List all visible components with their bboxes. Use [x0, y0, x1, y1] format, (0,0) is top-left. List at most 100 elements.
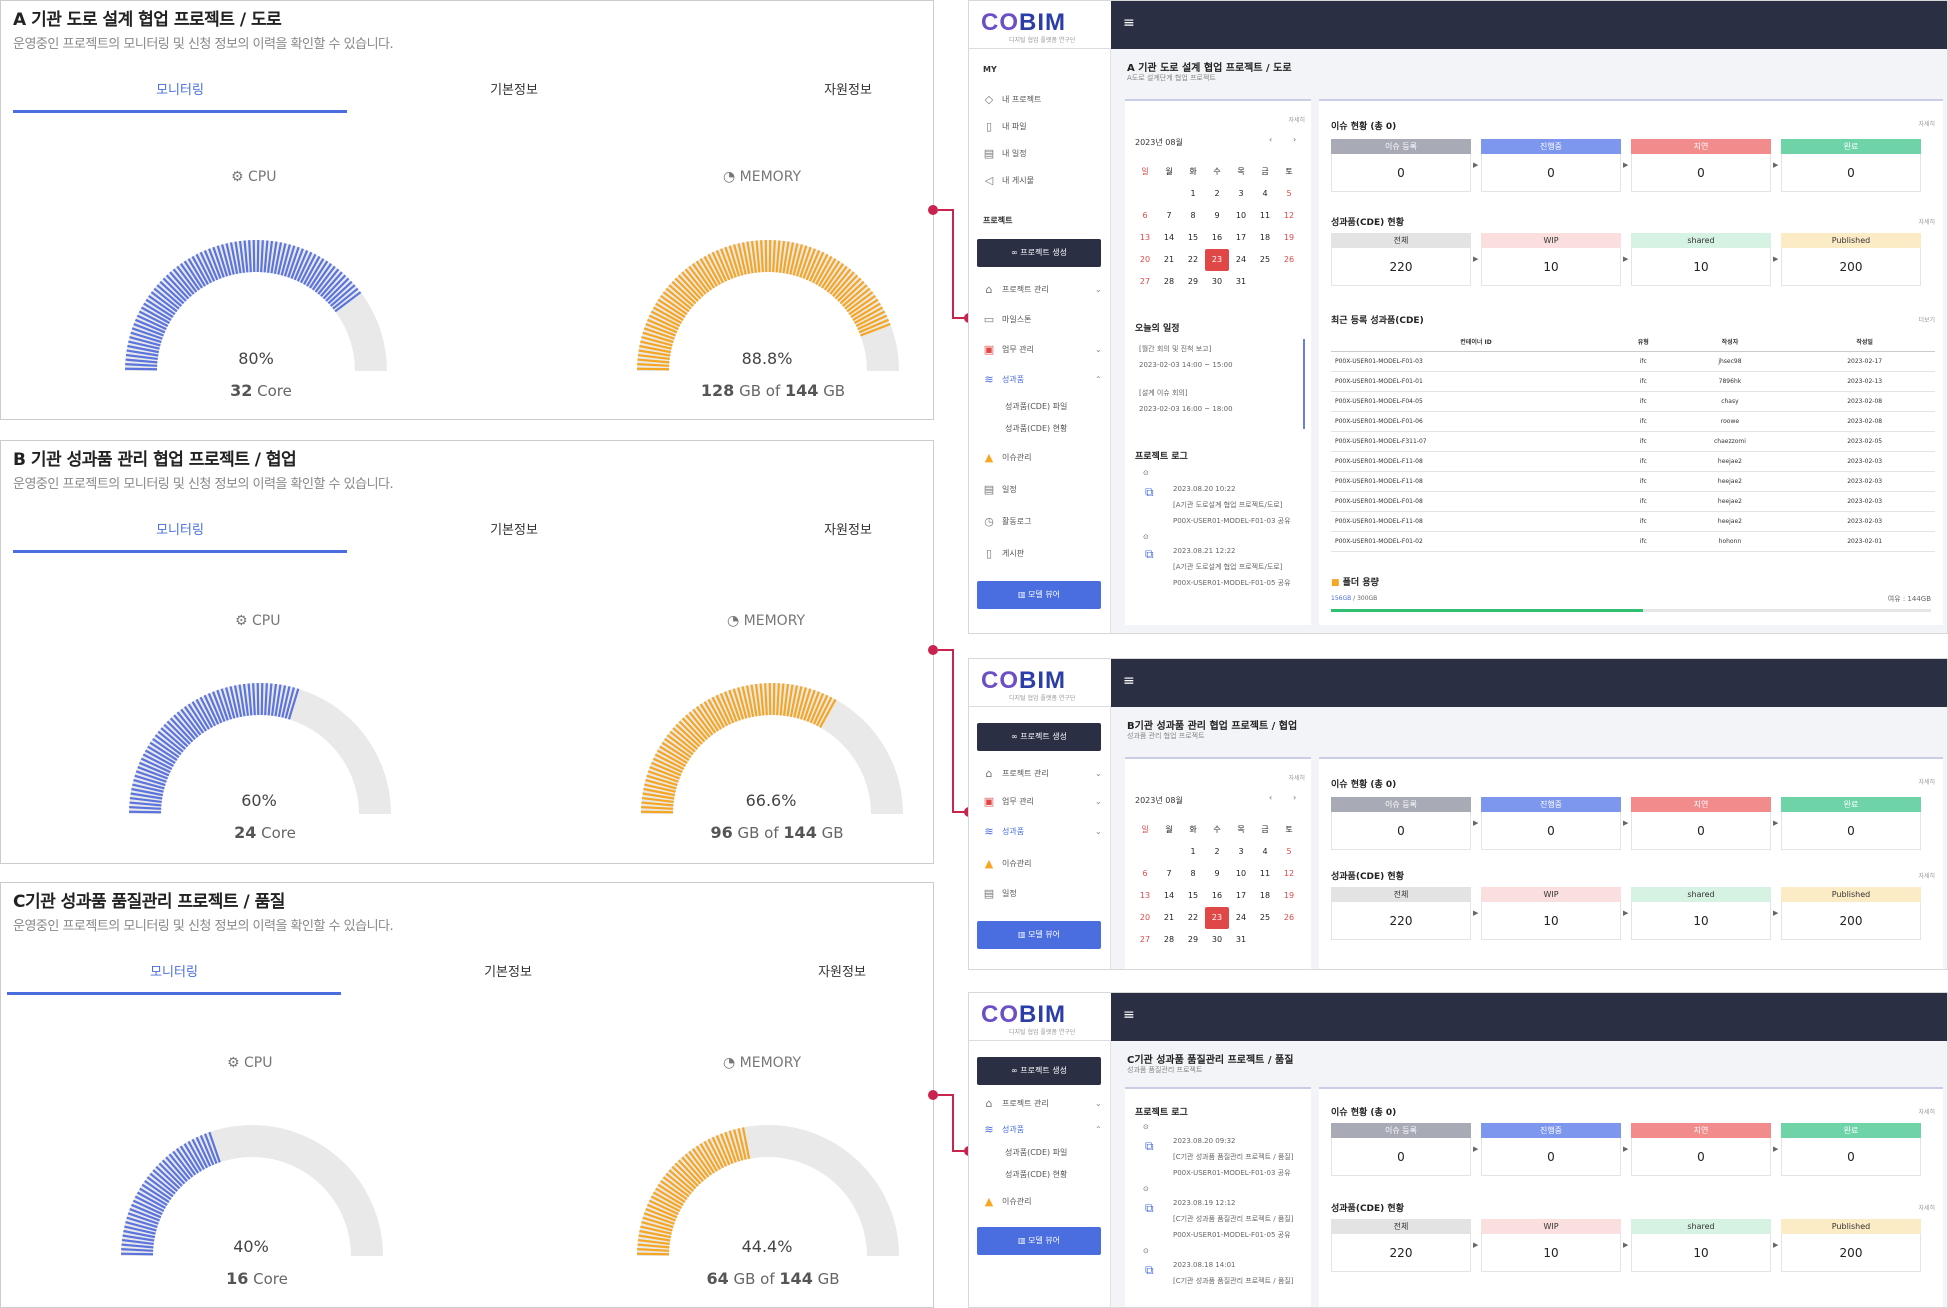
collapse-icon[interactable]: ⊙: [1143, 1123, 1149, 1131]
more-link[interactable]: 자세히: [1918, 873, 1935, 880]
sidebar-item-issues[interactable]: ▲ 이슈관리: [984, 857, 1032, 870]
more-link[interactable]: 자세히: [1918, 779, 1935, 786]
calendar-day[interactable]: 24: [1235, 913, 1247, 922]
menu-icon[interactable]: ≡: [1123, 1007, 1135, 1023]
issue-stat[interactable]: 이슈 등록 0: [1331, 139, 1471, 192]
create-project-button[interactable]: ∞ 프로젝트 생성: [977, 239, 1101, 267]
sidebar-item-task-manage[interactable]: ▣ 업무 관리 ⌄: [983, 795, 1102, 808]
sidebar-item-issues[interactable]: ▲ 이슈관리: [984, 1195, 1032, 1208]
calendar-day[interactable]: 4: [1262, 847, 1268, 856]
calendar-day[interactable]: 12: [1283, 869, 1295, 878]
issue-stat[interactable]: 이슈 등록 0: [1331, 1123, 1471, 1176]
cde-stat[interactable]: 전체 220: [1331, 887, 1471, 940]
calendar-day[interactable]: 23: [1205, 249, 1229, 271]
table-row[interactable]: P00X-USER01-MODEL-F01-02 ifc hohonn 2023-02…: [1331, 531, 1935, 552]
calendar-day[interactable]: 26: [1283, 913, 1295, 922]
menu-icon[interactable]: ≡: [1123, 15, 1135, 31]
calendar-day[interactable]: 21: [1163, 913, 1175, 922]
logo[interactable]: COBIM: [981, 667, 1066, 694]
table-row[interactable]: P00X-USER01-MODEL-F11-08 ifc heejae2 2023-0…: [1331, 451, 1935, 472]
calendar-day[interactable]: 28: [1163, 935, 1175, 944]
calendar-day[interactable]: 27: [1139, 935, 1151, 944]
calendar-day[interactable]: 22: [1187, 255, 1199, 264]
calendar-day[interactable]: 19: [1283, 233, 1295, 242]
calendar-day[interactable]: 7: [1166, 869, 1172, 878]
cde-stat[interactable]: shared 10: [1631, 1219, 1771, 1272]
calendar-day[interactable]: 1: [1190, 189, 1196, 198]
issue-stat[interactable]: 진행중 0: [1481, 797, 1621, 850]
cde-stat[interactable]: 전체 220: [1331, 1219, 1471, 1272]
calendar-day[interactable]: 14: [1163, 891, 1175, 900]
cde-stat[interactable]: shared 10: [1631, 887, 1771, 940]
prev-month-icon[interactable]: ‹: [1269, 793, 1273, 802]
calendar-day[interactable]: 26: [1283, 255, 1295, 264]
tab-monitoring[interactable]: 모니터링: [13, 81, 347, 113]
sidebar-item-issues[interactable]: ▲ 이슈관리: [984, 451, 1032, 464]
log-file[interactable]: P00X-USER01-MODEL-F01-05 공유: [1173, 1231, 1291, 1239]
cde-stat[interactable]: Published 200: [1781, 1219, 1921, 1272]
calendar-day[interactable]: 28: [1163, 277, 1175, 286]
calendar-days[interactable]: 1 2 3 4 5 6 7 8 9 10 11 12 13 14 15 16 17 18 19 20 21 22 23 24 2…: [1133, 183, 1301, 293]
calendar-day[interactable]: 25: [1259, 913, 1271, 922]
calendar-day[interactable]: 14: [1163, 233, 1175, 242]
tab-resource-info[interactable]: 자원정보: [818, 965, 866, 980]
sidebar-item-deliverables[interactable]: ≋ 성과품 ⌃: [984, 373, 1102, 386]
calendar-day[interactable]: 29: [1187, 935, 1199, 944]
calendar-day[interactable]: 9: [1214, 211, 1220, 220]
tab-resource-info[interactable]: 자원정보: [824, 83, 872, 98]
calendar-day[interactable]: 11: [1259, 869, 1271, 878]
calendar-day[interactable]: 6: [1142, 211, 1148, 220]
more-link[interactable]: 자세히: [1288, 775, 1305, 782]
next-month-icon[interactable]: ›: [1293, 793, 1297, 802]
issue-stat[interactable]: 완료 0: [1781, 1123, 1921, 1176]
cde-stat[interactable]: 전체 220: [1331, 233, 1471, 286]
sidebar-item-project-manage[interactable]: ⌂ 프로젝트 관리 ⌄: [983, 283, 1102, 296]
prev-month-icon[interactable]: ‹: [1269, 135, 1273, 144]
table-row[interactable]: P00X-USER01-MODEL-F01-06 ifc roowe 2023-02-…: [1331, 411, 1935, 432]
collapse-icon[interactable]: ⊙: [1143, 469, 1149, 477]
calendar-day[interactable]: 23: [1205, 907, 1229, 929]
sidebar-item-deliverables[interactable]: ≋ 성과품 ⌄: [984, 825, 1102, 838]
cde-stat[interactable]: WIP 10: [1481, 1219, 1621, 1272]
issue-stat[interactable]: 지연 0: [1631, 1123, 1771, 1176]
tab-resource-info[interactable]: 자원정보: [824, 523, 872, 538]
calendar-day[interactable]: 5: [1286, 189, 1292, 198]
sidebar-item-my-posts[interactable]: ◁ 내 게시물: [984, 174, 1034, 187]
calendar-day[interactable]: 6: [1142, 869, 1148, 878]
cde-stat[interactable]: Published 200: [1781, 887, 1921, 940]
calendar-day[interactable]: 9: [1214, 869, 1220, 878]
cde-stat[interactable]: WIP 10: [1481, 233, 1621, 286]
calendar-day[interactable]: 30: [1211, 935, 1223, 944]
calendar-day[interactable]: 3: [1238, 189, 1244, 198]
calendar-day[interactable]: 30: [1211, 277, 1223, 286]
more-link[interactable]: 자세히: [1918, 219, 1935, 226]
table-row[interactable]: P00X-USER01-MODEL-F01-03 ifc jhsec98 2023-0…: [1331, 351, 1935, 372]
calendar-day[interactable]: 31: [1235, 935, 1247, 944]
sidebar-item-schedule[interactable]: ▤ 일정: [983, 483, 1017, 496]
more-link[interactable]: 자세히: [1288, 117, 1305, 124]
calendar-day[interactable]: 16: [1211, 891, 1223, 900]
cde-stat[interactable]: WIP 10: [1481, 887, 1621, 940]
menu-icon[interactable]: ≡: [1123, 673, 1135, 689]
calendar-day[interactable]: 3: [1238, 847, 1244, 856]
calendar-day[interactable]: 27: [1139, 277, 1151, 286]
calendar-day[interactable]: 24: [1235, 255, 1247, 264]
calendar-day[interactable]: 2: [1214, 189, 1220, 198]
sidebar-item-my-projects[interactable]: ◇ 내 프로젝트: [984, 93, 1042, 106]
calendar-day[interactable]: 10: [1235, 869, 1247, 878]
calendar-day[interactable]: 12: [1283, 211, 1295, 220]
scrollbar[interactable]: [1303, 339, 1305, 429]
calendar-day[interactable]: 1: [1190, 847, 1196, 856]
model-viewer-button[interactable]: ▥ 모델 뷰어: [977, 581, 1101, 609]
issue-stat[interactable]: 진행중 0: [1481, 139, 1621, 192]
next-month-icon[interactable]: ›: [1293, 135, 1297, 144]
table-row[interactable]: P00X-USER01-MODEL-F11-08 ifc heejae2 2023-0…: [1331, 471, 1935, 492]
table-row[interactable]: P00X-USER01-MODEL-F04-05 ifc chasy 2023-02-…: [1331, 391, 1935, 412]
collapse-icon[interactable]: ⊙: [1143, 1185, 1149, 1193]
table-row[interactable]: P00X-USER01-MODEL-F01-01 ifc 7896hk 2023-02…: [1331, 371, 1935, 392]
calendar-day[interactable]: 7: [1166, 211, 1172, 220]
tab-basic-info[interactable]: 기본정보: [490, 523, 538, 538]
calendar-day[interactable]: 29: [1187, 277, 1199, 286]
calendar-day[interactable]: 18: [1259, 233, 1271, 242]
sidebar-item-my-schedule[interactable]: ▤ 내 일정: [983, 147, 1027, 160]
